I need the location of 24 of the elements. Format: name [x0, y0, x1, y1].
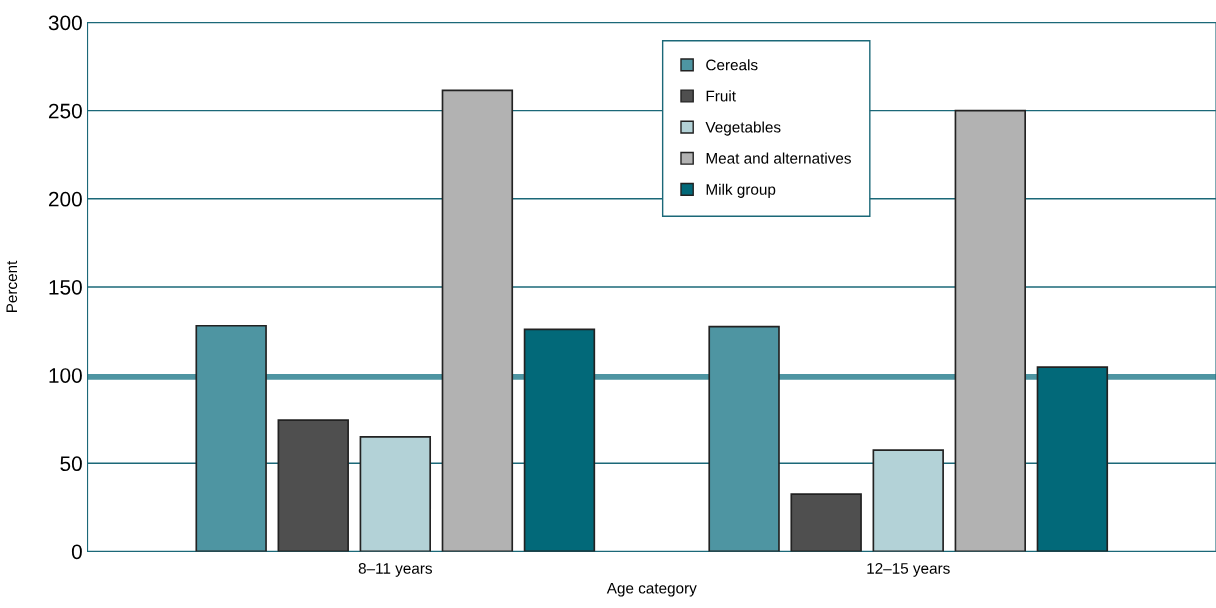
x-tick-label: 12–15 years — [867, 562, 950, 577]
y-tick-label: 0 — [71, 544, 82, 560]
bar — [359, 436, 432, 552]
y-tick-label: 50 — [60, 456, 82, 472]
bar — [954, 109, 1027, 552]
legend-label: Milk group — [706, 183, 776, 198]
y-tick-label: 100 — [49, 368, 82, 383]
legend-label: Fruit — [706, 90, 736, 102]
bar — [441, 89, 514, 552]
bar — [872, 449, 944, 552]
y-axis-title: Percent — [6, 260, 18, 313]
x-axis-title: Age category — [606, 582, 697, 597]
bar — [277, 419, 349, 552]
y-tick-label: 250 — [48, 103, 82, 119]
y-tick-label: 150 — [49, 279, 82, 295]
legend-label: Vegetables — [705, 121, 781, 136]
bar — [1036, 366, 1109, 552]
y-tick-label: 200 — [48, 191, 82, 207]
x-tick-label: 8–11 years — [358, 562, 432, 577]
y-tick-label: 300 — [48, 15, 82, 31]
legend-label: Meat and alternatives — [706, 152, 851, 164]
bar — [523, 328, 596, 552]
bar — [790, 493, 862, 552]
legend-label: Cereals — [706, 59, 758, 71]
